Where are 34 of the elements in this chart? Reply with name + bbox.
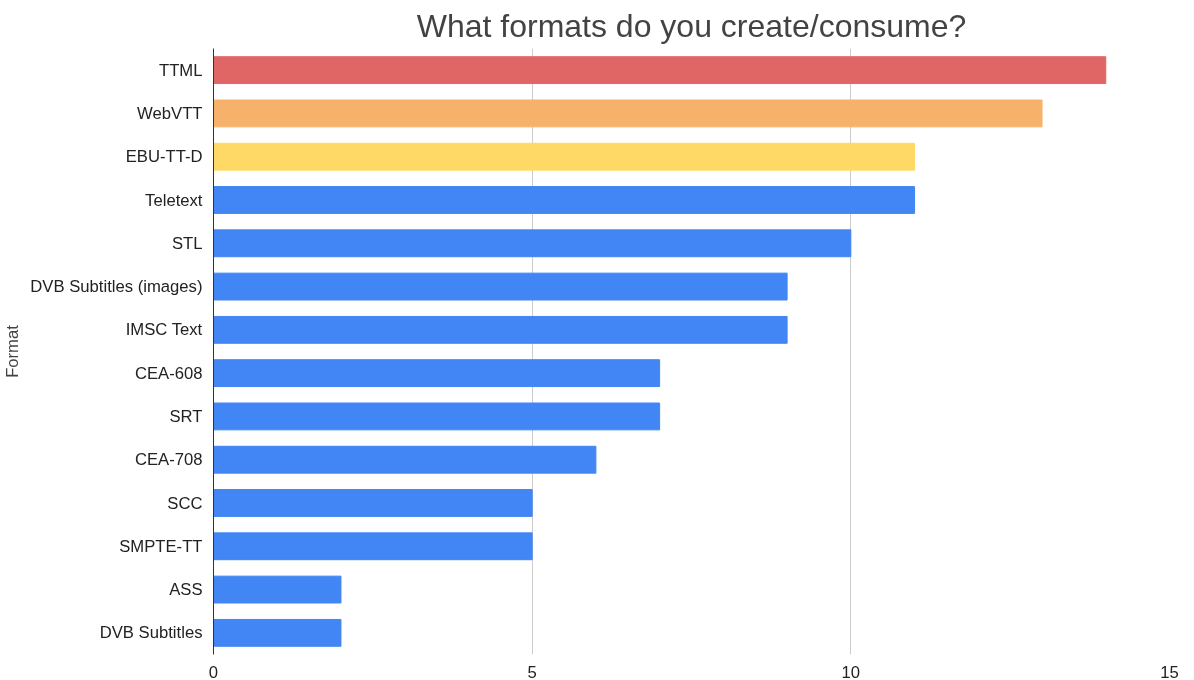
y-tick-label: SCC bbox=[167, 493, 203, 513]
y-tick-label: DVB Subtitles bbox=[99, 623, 203, 643]
bar bbox=[213, 575, 342, 604]
y-tick-label: TTML bbox=[159, 60, 203, 80]
bar bbox=[213, 186, 916, 214]
x-tick-label: 0 bbox=[208, 662, 219, 680]
bar bbox=[213, 489, 533, 517]
y-tick-label: IMSC Text bbox=[125, 320, 203, 340]
bar bbox=[213, 142, 916, 171]
y-tick-label: SMPTE-TT bbox=[119, 536, 203, 556]
bar bbox=[213, 445, 597, 474]
x-tick-label: 10 bbox=[841, 662, 861, 680]
bar bbox=[213, 532, 533, 561]
y-tick-label: ASS bbox=[169, 580, 203, 600]
chart-title: What formats do you create/consume? bbox=[416, 7, 967, 44]
y-tick-label: EBU-TT-D bbox=[125, 147, 203, 167]
bar bbox=[213, 618, 342, 647]
y-tick-label: DVB Subtitles (images) bbox=[30, 277, 203, 297]
bar bbox=[213, 315, 788, 344]
bar bbox=[213, 272, 788, 301]
y-tick-label: WebVTT bbox=[137, 103, 203, 123]
bar bbox=[213, 56, 1107, 85]
bar bbox=[213, 99, 1043, 128]
x-tick-label: 5 bbox=[527, 662, 537, 680]
bar bbox=[213, 402, 661, 431]
x-tick-label: 15 bbox=[1160, 662, 1179, 680]
y-tick-label: SRT bbox=[169, 406, 203, 426]
y-tick-label: CEA-608 bbox=[134, 363, 203, 383]
y-tick-label: STL bbox=[171, 233, 203, 253]
bar bbox=[213, 229, 852, 258]
bar bbox=[213, 359, 661, 388]
y-axis-title: Format bbox=[3, 324, 23, 378]
y-tick-label: Teletext bbox=[145, 190, 203, 210]
y-tick-label: CEA-708 bbox=[134, 450, 203, 470]
